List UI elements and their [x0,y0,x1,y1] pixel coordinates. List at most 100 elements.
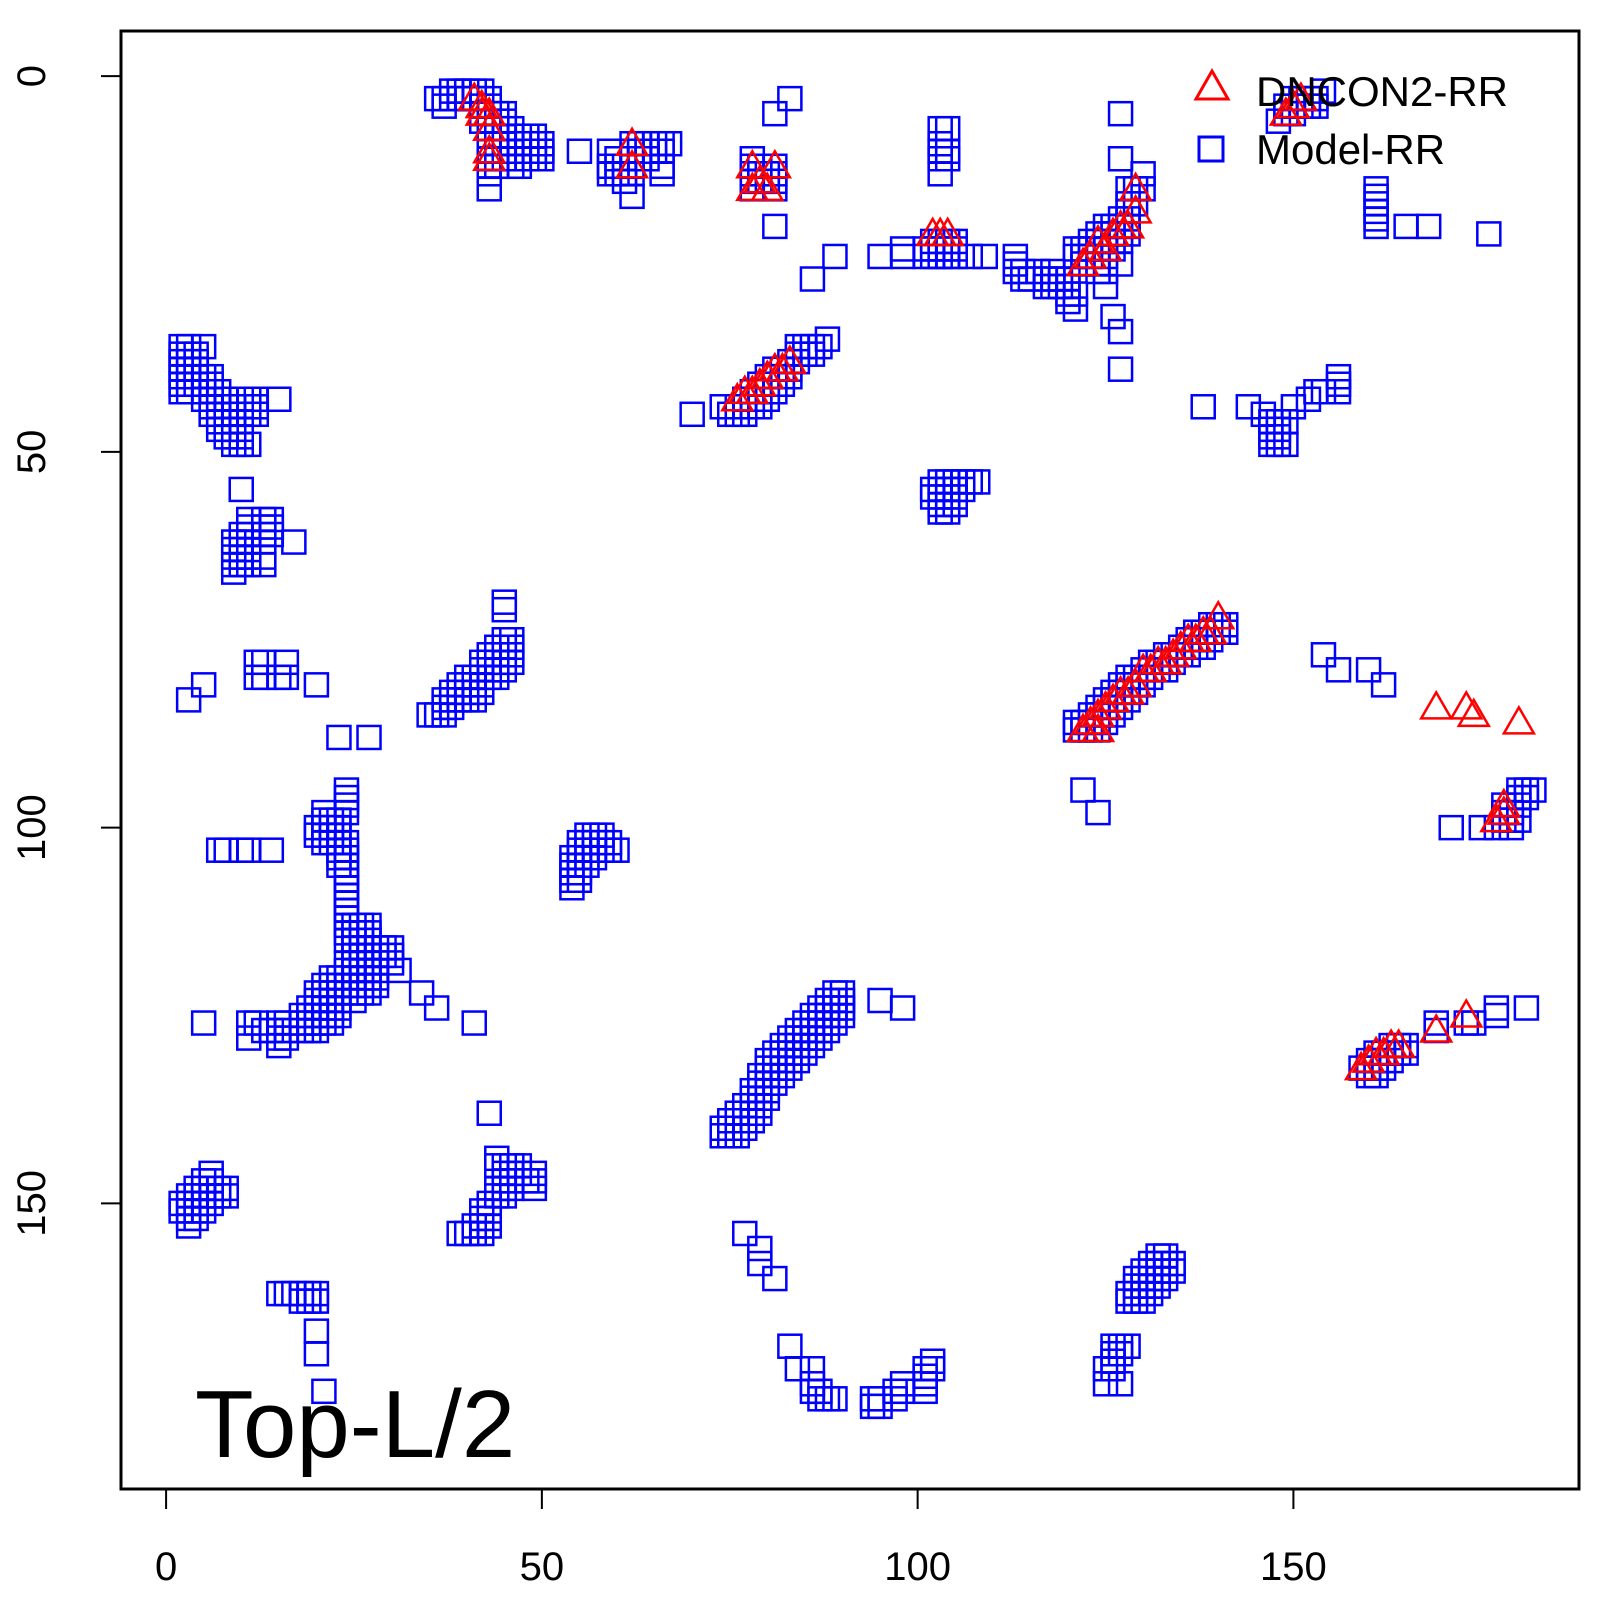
model-rr-point [799,266,826,292]
model-rr-point [236,551,262,578]
dncon2-rr-point [614,126,650,156]
y-tick-label: 150 [10,1170,54,1237]
model-rr-point [1160,1258,1186,1284]
model-rr-point [1085,799,1111,826]
model-rr-point [266,1032,292,1059]
model-rr-point [1062,281,1089,307]
dncon2-rr-point [1283,81,1319,111]
dncon2-rr-point [1456,697,1491,728]
model-rr-point [679,401,705,428]
model-rr-point [762,1265,788,1292]
x-tick-label: 100 [884,1545,951,1589]
model-rr-point [822,1386,848,1412]
dncon2-rr-point [1080,697,1116,728]
model-rr-point [807,333,833,360]
model-rr-point [386,957,412,984]
dncon2-rr-point [1110,674,1146,705]
dncon2-rr-point [1118,171,1153,202]
model-rr-point [1476,221,1502,247]
model-rr-point [499,649,525,676]
model-rr-point [1107,146,1134,172]
dncon2-rr-point [472,133,507,164]
model-rr-point [747,1235,773,1262]
dncon2-rr-point [1110,208,1146,239]
dncon2-rr-point [1156,637,1191,668]
model-rr-point [303,1288,330,1314]
y-tick-label: 0 [10,65,54,87]
dncon2-rr-point [472,141,507,172]
model-rr-point [303,672,330,698]
model-rr-point [1115,1333,1141,1359]
model-rr-point [1280,394,1307,420]
model-rr-point [829,1002,856,1029]
dncon2-rr-point [1080,223,1116,254]
model-rr-point [799,341,826,367]
model-rr-point [521,1175,548,1202]
legend-label-dncon2-rr: DNCON2-RR [1256,68,1508,115]
model-rr-point [1107,251,1134,277]
dncon2-rr-point [614,148,650,179]
model-rr-point [919,1356,946,1382]
model-rr-point [236,431,262,458]
dncon2-rr-point [1419,1013,1454,1043]
model-rr-point [258,837,285,863]
dncon2-rr-point [1366,1035,1401,1066]
model-rr-point [1483,1002,1510,1029]
model-rr-point [356,724,382,751]
model-rr-point [1107,356,1134,382]
model-rr-point [1273,431,1299,458]
series-dncon2-rr [457,81,1537,1081]
model-rr-point [732,1220,758,1247]
model-rr-point [1521,777,1547,803]
model-rr-point [1310,78,1337,104]
legend-triangle-icon [1193,67,1231,101]
model-rr-point [1100,303,1126,330]
dncon2-rr-point [1351,1043,1386,1073]
model-rr-point [1370,672,1397,698]
model-rr-point [867,1393,893,1420]
dncon2-rr-point [742,366,777,397]
x-tick-label: 0 [155,1545,177,1589]
model-rr-point [882,1386,908,1412]
model-rr-point [762,100,788,127]
dncon2-rr-point [1073,704,1108,735]
dncon2-rr-point [735,374,770,404]
model-rr-point [619,183,645,210]
dncon2-rr-point [1486,795,1522,825]
dncon2-rr-point [1193,614,1228,645]
dncon2-rr-point [472,96,507,126]
model-rr-point [190,1010,217,1036]
dncon2-rr-point [1095,216,1131,247]
model-rr-point [190,672,217,698]
dncon2-rr-point [750,171,785,202]
dncon2-rr-point [1268,96,1304,126]
model-rr-point [1415,213,1442,240]
model-rr-point [889,995,916,1021]
model-rr-point [949,476,976,503]
dncon2-rr-point [1080,712,1116,743]
model-rr-point [461,1010,487,1036]
dncon2-rr-point [1118,193,1153,224]
dncon2-rr-point [750,359,785,389]
model-rr-point [408,980,435,1006]
model-rr-point [957,243,983,270]
dncon2-rr-point [772,344,808,374]
dncon2-rr-point [1501,704,1537,735]
model-rr-point [1062,296,1089,322]
model-rr-point [476,1100,503,1126]
model-rr-point [1325,363,1352,390]
dncon2-rr-point [1118,667,1153,698]
model-rr-point [213,1183,239,1209]
model-rr-point [1513,995,1540,1021]
model-rr-point [1070,777,1096,803]
dncon2-rr-point [1201,599,1236,630]
y-tick-label: 100 [10,794,54,861]
legend-square-icon [1197,135,1225,163]
model-rr-point [251,551,277,578]
model-rr-point [491,596,518,623]
model-rr-point [1325,657,1352,683]
model-rr-point [814,326,841,352]
model-rr-point [1107,100,1134,127]
dncon2-rr-point [1343,1050,1379,1081]
dncon2-rr-point [1133,652,1168,683]
